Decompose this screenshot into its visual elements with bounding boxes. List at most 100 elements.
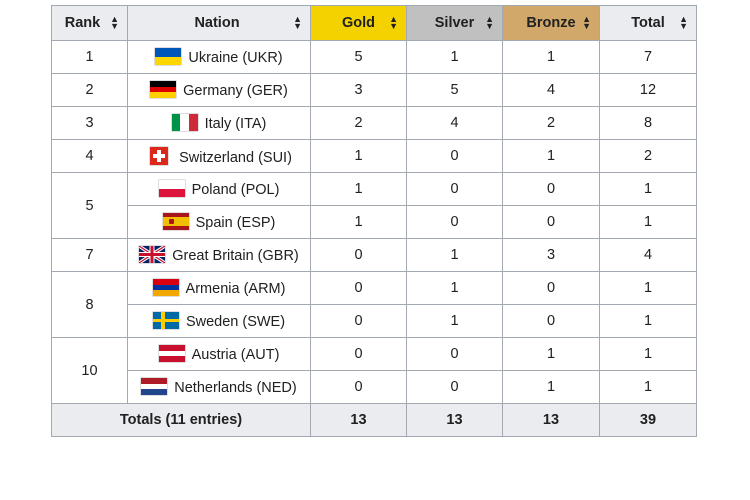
rank-cell: 5 (51, 172, 128, 239)
silver-cell: 1 (406, 271, 503, 305)
gold-cell: 3 (310, 73, 407, 107)
rank-header-label: Rank (64, 15, 101, 31)
nation-cell: Armenia (ARM) (127, 271, 311, 305)
bronze-column-header[interactable]: Bronze ▲ ▼ (502, 5, 600, 41)
silver-cell: 4 (406, 106, 503, 140)
bronze-cell: 1 (502, 337, 600, 371)
sort-down-arrow: ▼ (679, 21, 688, 31)
nation-link[interactable]: Sweden (SWE) (185, 314, 286, 330)
bronze-cell: 0 (502, 271, 600, 305)
nation-link[interactable]: Switzerland (SUI) (179, 149, 292, 166)
totals-bronze-cell: 13 (502, 403, 600, 437)
nation-link[interactable]: Armenia (ARM) (185, 281, 286, 297)
table-row: 2 Germany (GER) 3 5 4 12 (51, 73, 697, 107)
switzerland-flag-icon (150, 146, 169, 165)
sort-icon[interactable]: ▲ ▼ (679, 15, 688, 31)
rank-cell: 7 (51, 238, 128, 272)
sort-up-arrow: ▲ (389, 14, 398, 24)
bronze-cell: 0 (502, 172, 600, 206)
rank-cell: 8 (51, 271, 128, 338)
nation-link[interactable]: Austria (AUT) (191, 347, 280, 363)
ukraine-flag-icon (155, 48, 182, 65)
spain-flag-icon (162, 213, 189, 230)
silver-cell: 1 (406, 238, 503, 272)
sort-down-arrow: ▼ (485, 21, 494, 31)
rank-cell: 2 (51, 73, 128, 107)
nation-link[interactable]: Italy (ITA) (204, 116, 267, 132)
gold-cell: 0 (310, 271, 407, 305)
great-britain-flag-icon (139, 246, 166, 263)
gold-cell: 1 (310, 205, 407, 239)
table-row: 10 Austria (AUT) 0 0 1 1 (51, 337, 697, 404)
total-cell: 7 (599, 40, 697, 74)
table-row: Sweden (SWE) 0 1 0 1 (52, 304, 697, 338)
rank-cell: 4 (51, 139, 128, 173)
nation-cell: Germany (GER) (127, 73, 311, 107)
nation-link[interactable]: Spain (ESP) (195, 215, 276, 231)
netherlands-flag-icon (141, 378, 168, 395)
sort-icon[interactable]: ▲ ▼ (389, 14, 398, 31)
rank-cell: 3 (51, 106, 128, 140)
total-cell: 8 (599, 106, 697, 140)
gold-cell: 2 (310, 106, 407, 140)
total-column-header[interactable]: Total ▲ ▼ (599, 5, 697, 41)
nation-cell: Spain (ESP) (127, 205, 311, 239)
gold-cell: 0 (310, 370, 407, 404)
nation-link[interactable]: Ukraine (UKR) (188, 50, 283, 66)
nation-cell: Italy (ITA) (127, 106, 311, 140)
nation-link[interactable]: Great Britain (GBR) (172, 248, 299, 264)
silver-cell: 5 (406, 73, 503, 107)
total-cell: 1 (599, 172, 697, 206)
gold-cell: 0 (310, 304, 407, 338)
nation-link[interactable]: Germany (GER) (183, 83, 288, 99)
gold-cell: 0 (310, 238, 407, 272)
sort-up-arrow: ▲ (582, 14, 591, 24)
total-cell: 1 (599, 337, 697, 371)
total-cell: 1 (599, 271, 697, 305)
nation-link[interactable]: Poland (POL) (191, 182, 280, 198)
austria-flag-icon (158, 345, 185, 362)
sort-icon[interactable]: ▲ ▼ (485, 15, 494, 31)
nation-cell: Switzerland (SUI) (127, 139, 311, 173)
silver-column-header[interactable]: Silver ▲ ▼ (406, 5, 503, 41)
header-row: Rank ▲ ▼ Nation ▲ ▼ Gold ▲ ▼ Silver ▲ ▼ Bron… (51, 5, 697, 41)
nation-cell: Poland (POL) (127, 172, 311, 206)
germany-flag-icon (150, 81, 177, 98)
silver-cell: 0 (406, 337, 503, 371)
gold-column-header[interactable]: Gold ▲ ▼ (310, 5, 407, 41)
sort-icon[interactable]: ▲ ▼ (110, 14, 119, 31)
rank-cell: 10 (51, 337, 128, 404)
nation-header-label: Nation (194, 15, 240, 31)
nation-column-header[interactable]: Nation ▲ ▼ (127, 5, 311, 41)
gold-cell: 5 (310, 40, 407, 74)
silver-header-label: Silver (434, 15, 475, 31)
table-row: 5 Poland (POL) 1 0 0 1 (51, 172, 697, 239)
nation-cell: Ukraine (UKR) (127, 40, 311, 74)
sort-icon[interactable]: ▲ ▼ (582, 14, 591, 31)
totals-silver-cell: 13 (406, 403, 503, 437)
sweden-flag-icon (152, 312, 179, 329)
total-cell: 12 (599, 73, 697, 107)
silver-cell: 0 (406, 139, 503, 173)
sort-down-arrow: ▼ (293, 21, 302, 31)
gold-header-label: Gold (341, 15, 376, 31)
nation-cell: Sweden (SWE) (127, 304, 311, 338)
bronze-cell: 1 (502, 139, 600, 173)
nation-cell: Great Britain (GBR) (127, 238, 311, 272)
total-cell: 4 (599, 238, 697, 272)
totals-label: Totals (11 entries) (51, 403, 311, 437)
rank-cell: 1 (51, 40, 128, 74)
nation-link[interactable]: Netherlands (NED) (174, 380, 297, 396)
gold-cell: 0 (310, 337, 407, 371)
medal-table-container: Rank ▲ ▼ Nation ▲ ▼ Gold ▲ ▼ Silver ▲ ▼ Bron… (51, 5, 701, 437)
sort-up-arrow: ▲ (110, 14, 119, 24)
rank-column-header[interactable]: Rank ▲ ▼ (51, 5, 128, 41)
totals-gold-cell: 13 (310, 403, 407, 437)
sort-up-arrow: ▲ (293, 14, 302, 24)
total-cell: 1 (599, 370, 697, 404)
sort-down-arrow: ▼ (389, 21, 398, 31)
bronze-cell: 0 (502, 205, 600, 239)
table-row: 8 Armenia (ARM) 0 1 0 1 (51, 271, 697, 338)
sort-icon[interactable]: ▲ ▼ (293, 14, 302, 31)
medal-table: Rank ▲ ▼ Nation ▲ ▼ Gold ▲ ▼ Silver ▲ ▼ Bron… (51, 5, 697, 437)
